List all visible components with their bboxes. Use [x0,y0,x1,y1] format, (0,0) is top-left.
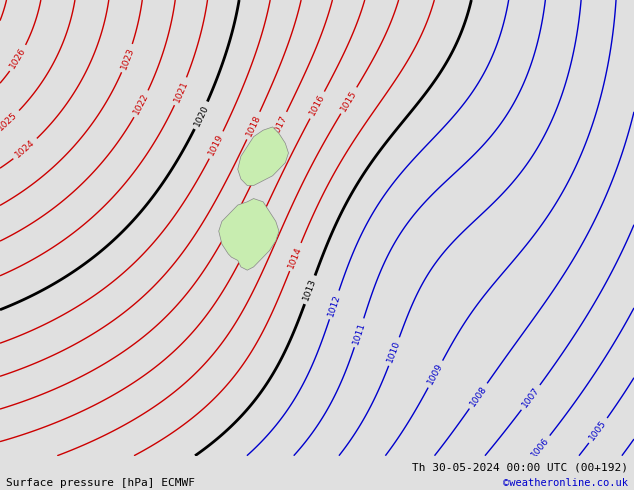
Text: 1018: 1018 [245,113,262,138]
Text: 1007: 1007 [521,386,541,409]
Text: 1010: 1010 [386,339,403,364]
Polygon shape [238,127,288,186]
Text: Th 30-05-2024 00:00 UTC (00+192): Th 30-05-2024 00:00 UTC (00+192) [411,463,628,473]
Text: 1014: 1014 [287,245,304,270]
Text: 1026: 1026 [8,46,28,71]
Text: 1017: 1017 [271,113,289,138]
Text: 1023: 1023 [119,46,136,71]
Text: 1013: 1013 [302,277,318,302]
Text: Surface pressure [hPa] ECMWF: Surface pressure [hPa] ECMWF [6,478,195,488]
Text: 1006: 1006 [529,436,551,460]
Text: 1024: 1024 [14,138,37,160]
Text: 1020: 1020 [192,103,210,127]
Text: 1016: 1016 [308,93,327,117]
Text: 1012: 1012 [327,293,342,317]
Text: 1009: 1009 [426,362,445,387]
Polygon shape [219,198,279,270]
Text: 1011: 1011 [351,320,367,345]
Text: 1021: 1021 [172,79,190,104]
Text: 1005: 1005 [588,418,609,442]
Text: 1019: 1019 [207,133,226,157]
Text: 1025: 1025 [0,110,20,132]
Text: ©weatheronline.co.uk: ©weatheronline.co.uk [503,478,628,488]
Text: 1022: 1022 [132,92,151,116]
Text: 1008: 1008 [468,384,489,408]
Text: 1015: 1015 [339,88,359,113]
